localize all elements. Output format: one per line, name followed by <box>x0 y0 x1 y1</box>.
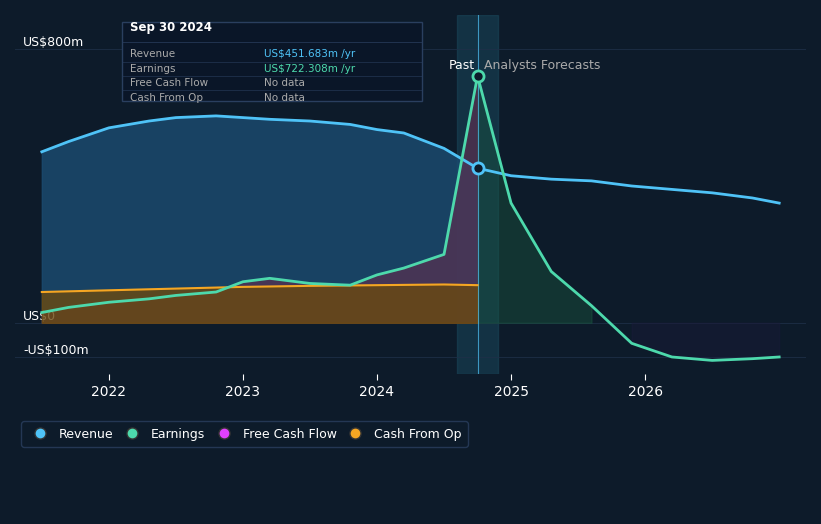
Text: US$451.683m /yr: US$451.683m /yr <box>264 49 355 60</box>
Text: Revenue: Revenue <box>130 49 175 60</box>
Text: Free Cash Flow: Free Cash Flow <box>130 78 208 88</box>
Text: Past: Past <box>449 59 475 72</box>
Text: No data: No data <box>264 93 305 103</box>
Text: -US$100m: -US$100m <box>23 344 89 357</box>
Text: Sep 30 2024: Sep 30 2024 <box>130 21 212 34</box>
Text: Earnings: Earnings <box>130 64 175 74</box>
Bar <box>457 15 498 374</box>
Text: Analysts Forecasts: Analysts Forecasts <box>484 59 601 72</box>
Legend: Revenue, Earnings, Free Cash Flow, Cash From Op: Revenue, Earnings, Free Cash Flow, Cash … <box>21 421 468 447</box>
FancyBboxPatch shape <box>122 22 422 101</box>
Text: No data: No data <box>264 78 305 88</box>
Text: US$0: US$0 <box>23 310 56 323</box>
Text: Cash From Op: Cash From Op <box>130 93 203 103</box>
Text: US$800m: US$800m <box>23 36 85 49</box>
Text: US$722.308m /yr: US$722.308m /yr <box>264 64 355 74</box>
